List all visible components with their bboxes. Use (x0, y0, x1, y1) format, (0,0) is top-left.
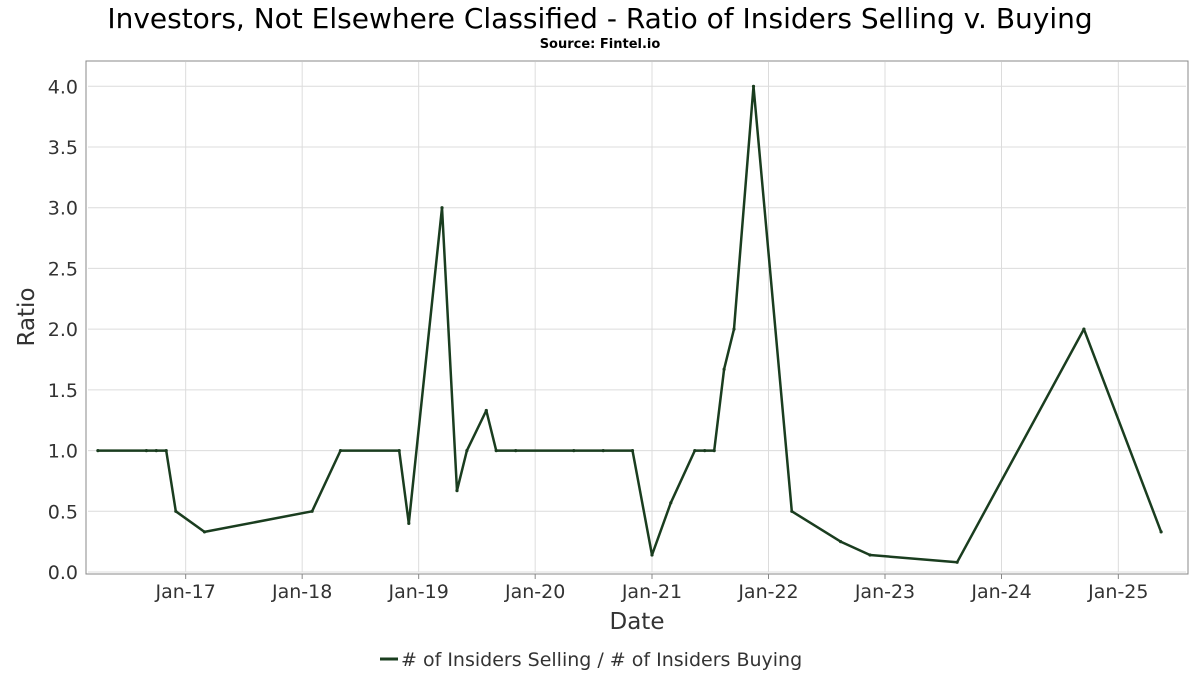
y-tick-label: 2.5 (48, 258, 78, 280)
y-tick-label: 4.0 (48, 76, 78, 98)
x-tick-label: Jan-20 (504, 581, 565, 603)
data-point (154, 449, 158, 453)
data-point (955, 560, 959, 564)
plot-frame (85, 60, 1189, 575)
y-tick-label: 0.0 (48, 562, 78, 584)
data-point (455, 489, 459, 493)
data-point (465, 449, 469, 453)
data-point (790, 509, 794, 513)
y-tick-label: 1.5 (48, 380, 78, 402)
data-point (397, 449, 401, 453)
data-point (202, 530, 207, 534)
data-point (144, 449, 148, 453)
data-point (407, 521, 411, 526)
data-point (1082, 327, 1086, 331)
y-tick-label: 1.0 (48, 441, 78, 463)
data-point (310, 509, 314, 513)
data-point (712, 449, 716, 453)
grid-layer (88, 62, 1186, 573)
data-point (650, 553, 654, 557)
data-point (601, 449, 605, 453)
data-point (338, 449, 343, 453)
data-point (174, 509, 178, 513)
data-point (1159, 530, 1163, 534)
data-point (440, 206, 444, 210)
y-axis-ticks: 0.0 0.5 1.0 1.5 2.0 2.5 3.0 3.5 4.0 (48, 76, 78, 584)
x-axis-label: Date (610, 609, 665, 635)
x-tick-label: Jan-19 (388, 581, 449, 603)
y-axis-label: Ratio (14, 287, 40, 346)
x-tick-label: Jan-24 (970, 581, 1031, 603)
x-tick-label: Jan-18 (271, 581, 332, 603)
y-tick-label: 2.0 (48, 319, 78, 341)
data-point (630, 449, 635, 453)
x-tick-label: Jan-22 (737, 581, 798, 603)
y-tick-label: 0.5 (48, 501, 78, 523)
legend-label: # of Insiders Selling / # of Insiders Bu… (401, 649, 802, 671)
chart-subtitle: Source: Fintel.io (540, 37, 661, 52)
data-point (514, 449, 518, 453)
data-point (164, 449, 168, 453)
data-point (669, 501, 673, 505)
data-point (96, 449, 100, 453)
data-point (868, 553, 872, 557)
data-point (494, 449, 498, 453)
x-tick-label: Jan-21 (621, 581, 682, 603)
data-point (751, 84, 756, 88)
data-point (722, 367, 726, 371)
legend: # of Insiders Selling / # of Insiders Bu… (380, 649, 802, 671)
x-tick-label: Jan-23 (854, 581, 915, 603)
y-tick-label: 3.5 (48, 137, 78, 159)
x-axis-ticks: Jan-17 Jan-18 Jan-19 Jan-20 Jan-21 Jan-22 Jan-… (155, 574, 1148, 603)
data-point (484, 408, 488, 413)
data-point (732, 327, 736, 331)
y-tick-label: 3.0 (48, 198, 78, 220)
series-layer (96, 84, 1163, 564)
data-point (703, 449, 707, 453)
chart-title: Investors, Not Elsewhere Classified - Ra… (107, 2, 1092, 35)
x-tick-label: Jan-25 (1087, 581, 1148, 603)
data-point (693, 449, 697, 453)
data-point (839, 540, 843, 544)
data-point (572, 449, 576, 453)
x-tick-label: Jan-17 (155, 581, 216, 603)
